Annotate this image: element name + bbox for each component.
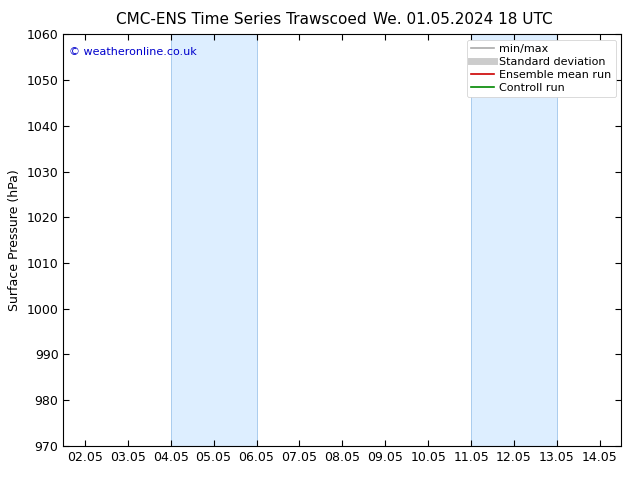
Y-axis label: Surface Pressure (hPa): Surface Pressure (hPa) (8, 169, 21, 311)
Text: We. 01.05.2024 18 UTC: We. 01.05.2024 18 UTC (373, 12, 553, 27)
Text: © weatheronline.co.uk: © weatheronline.co.uk (69, 47, 197, 57)
Text: CMC-ENS Time Series Trawscoed: CMC-ENS Time Series Trawscoed (115, 12, 366, 27)
Bar (471, 34, 557, 446)
Legend: min/max, Standard deviation, Ensemble mean run, Controll run: min/max, Standard deviation, Ensemble me… (467, 40, 616, 97)
Bar (171, 34, 257, 446)
